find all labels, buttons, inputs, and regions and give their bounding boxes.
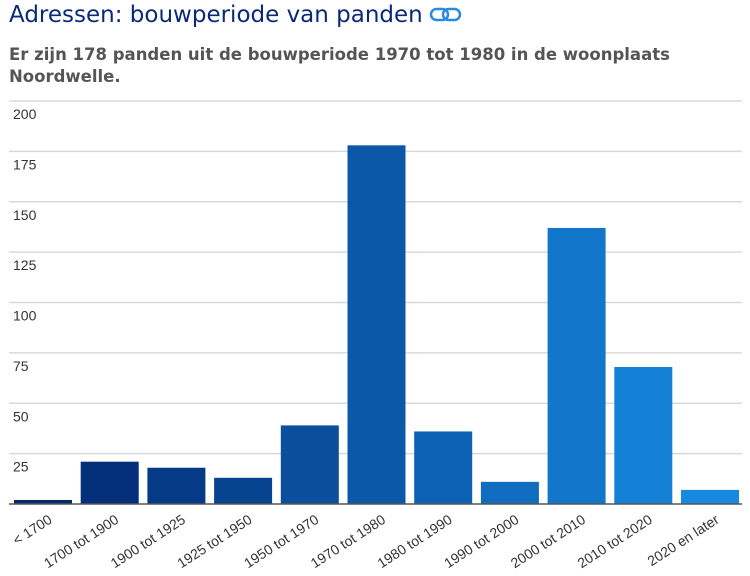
x-tick-label: 2020 en later [644, 511, 722, 569]
y-tick-label: 200 [13, 106, 37, 122]
x-tick-label: < 1700 [10, 511, 55, 548]
bar [414, 431, 473, 504]
bar [547, 227, 606, 504]
bar [280, 425, 339, 504]
y-tick-label: 100 [13, 308, 37, 324]
y-tick-label: 75 [13, 358, 29, 374]
bar [480, 481, 539, 504]
y-tick-label: 175 [13, 156, 37, 172]
link-icon[interactable] [429, 3, 463, 29]
bar [214, 477, 273, 504]
page-title: Adressen: bouwperiode van panden [9, 2, 463, 29]
bar [80, 461, 139, 504]
y-tick-label: 50 [13, 408, 29, 424]
chart-subtitle: Er zijn 178 panden uit de bouwperiode 19… [9, 45, 670, 86]
bar [147, 467, 206, 504]
y-tick-label: 25 [13, 459, 29, 475]
bar [347, 145, 406, 504]
bar [14, 499, 72, 504]
bar [681, 489, 739, 504]
bar [614, 366, 673, 504]
y-tick-label: 150 [13, 207, 37, 223]
y-tick-label: 125 [13, 257, 37, 273]
x-tick-label: 2010 tot 2020 [574, 511, 655, 571]
